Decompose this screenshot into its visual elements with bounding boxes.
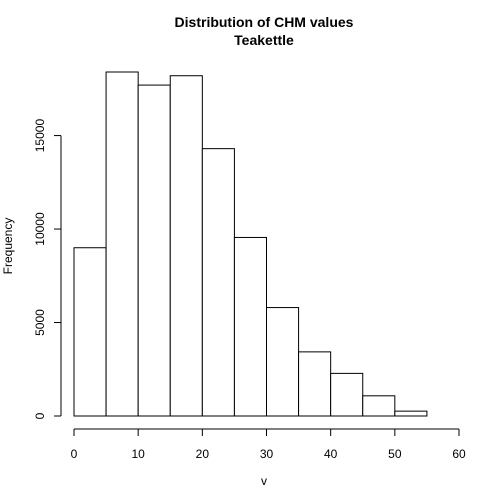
x-tick-label: 20 xyxy=(196,447,210,461)
y-axis-label: Frequency xyxy=(1,218,15,275)
x-tick-label: 10 xyxy=(131,447,145,461)
y-tick-label: 0 xyxy=(33,412,47,419)
y-tick-label: 15000 xyxy=(33,119,47,153)
x-tick-label: 40 xyxy=(324,447,338,461)
chart-title: Distribution of CHM values xyxy=(175,14,354,30)
histogram-bar xyxy=(137,84,171,417)
histogram-bar xyxy=(169,75,203,417)
histogram-bar xyxy=(394,410,428,417)
histogram-bar xyxy=(73,247,107,417)
histogram-bar xyxy=(330,372,364,417)
bars-group xyxy=(73,71,428,417)
chart-subtitle: Teakettle xyxy=(234,32,294,48)
histogram-bar xyxy=(201,148,235,417)
histogram-bar xyxy=(105,71,139,417)
y-axis: 0 5000 10000 15000 xyxy=(33,119,62,419)
x-tick-label: 30 xyxy=(260,447,274,461)
y-tick-label: 10000 xyxy=(33,212,47,246)
histogram-bar xyxy=(266,307,300,417)
x-axis: 0 10 20 30 40 50 60 xyxy=(71,428,466,461)
x-tick-label: 0 xyxy=(71,447,78,461)
x-axis-label: v xyxy=(261,474,267,488)
x-tick-label: 50 xyxy=(388,447,402,461)
y-tick-label: 5000 xyxy=(33,309,47,336)
x-tick-label: 60 xyxy=(452,447,466,461)
histogram-bar xyxy=(233,236,268,417)
histogram-bar xyxy=(298,351,332,417)
histogram-bar xyxy=(362,395,396,417)
